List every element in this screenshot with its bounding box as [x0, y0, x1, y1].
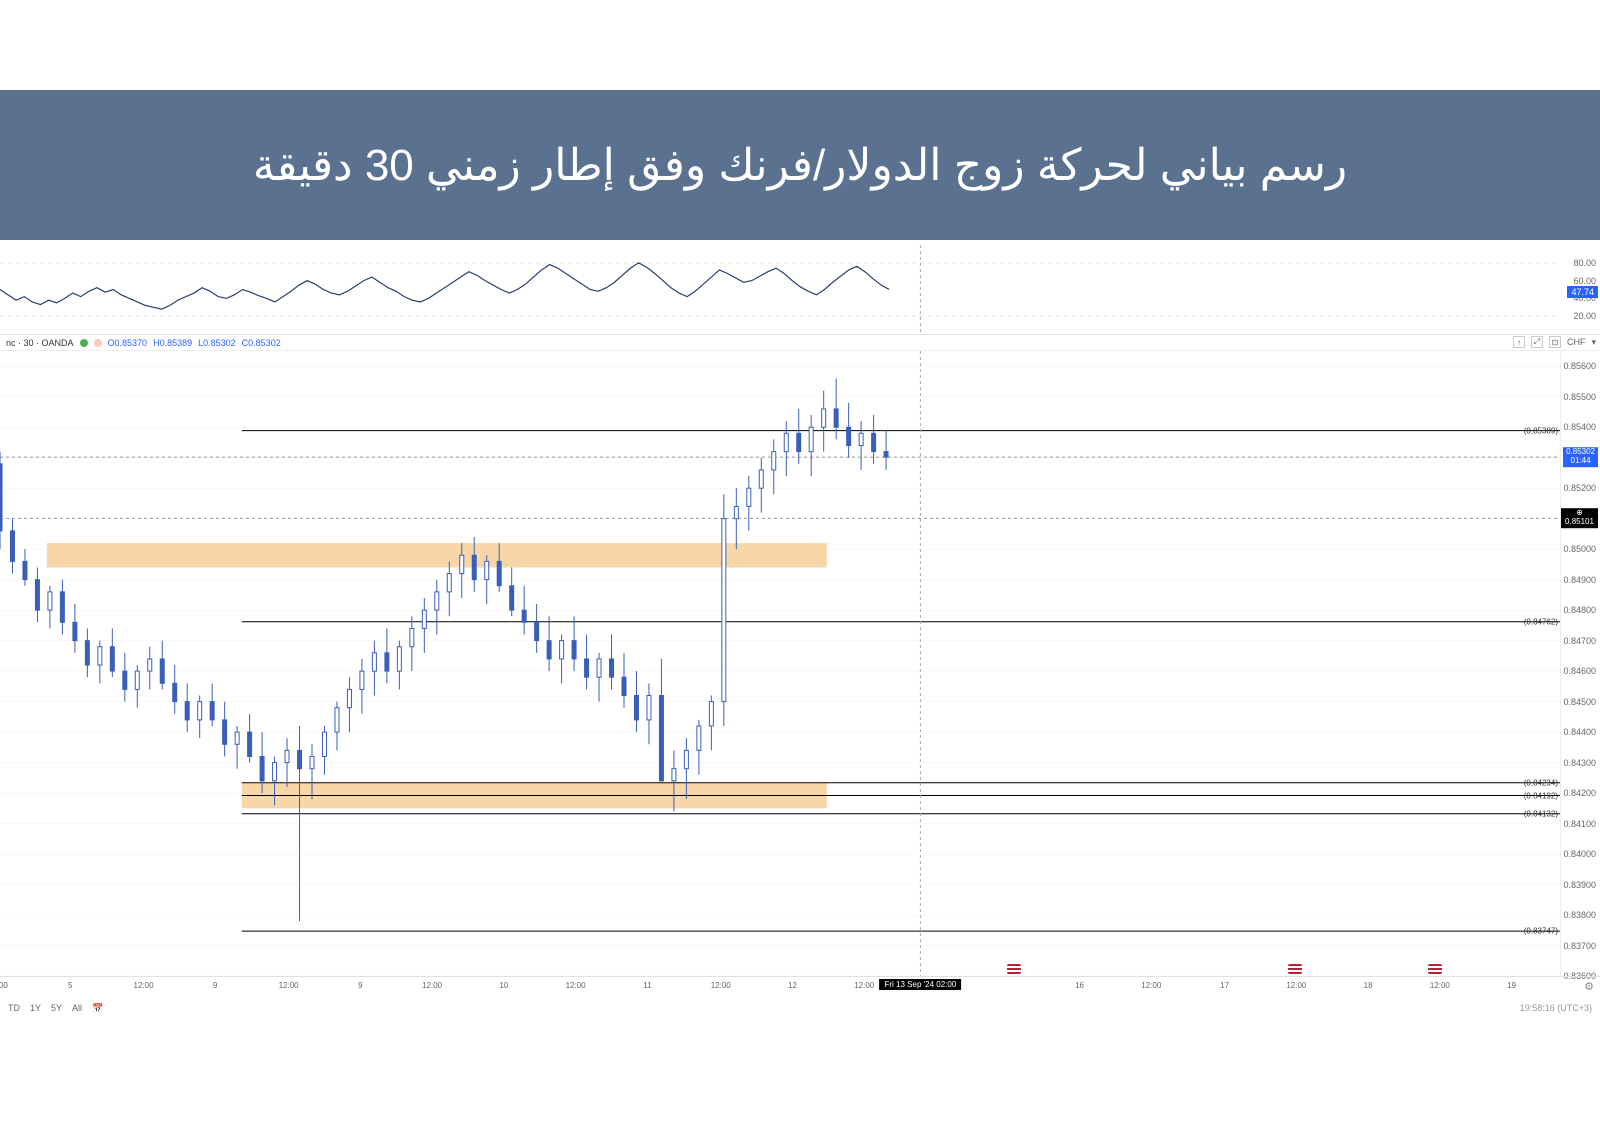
- flag-icon[interactable]: [1428, 964, 1442, 974]
- chart-info-bar: nc · 30 · OANDA O0.85370 H0.85389 L0.853…: [0, 335, 1600, 351]
- xaxis-tick: 12:00: [566, 981, 586, 990]
- hline-label: (0.84192): [1524, 791, 1558, 800]
- xaxis-tick: 12: [788, 981, 797, 990]
- xaxis-tick: 10: [499, 981, 508, 990]
- xaxis-tick: 9: [213, 981, 217, 990]
- oscillator-yaxis: 80.0060.0040.0020.0047.74: [1560, 245, 1600, 334]
- osc-ytick: 20.00: [1573, 311, 1596, 321]
- hline-label: (0.84762): [1524, 617, 1558, 626]
- header-banner: رسم بياني لحركة زوج الدولار/فرنك وفق إطا…: [0, 90, 1600, 240]
- xaxis-tick: 12:00: [854, 981, 874, 990]
- price-ytick: 0.84200: [1563, 788, 1596, 798]
- xaxis-tick: 12:00: [1430, 981, 1450, 990]
- hline-label: (0.84234): [1524, 778, 1558, 787]
- ohlc-open: O0.85370: [108, 338, 148, 348]
- info-icon-1[interactable]: ↑: [1513, 336, 1525, 348]
- osc-value-badge: 47.74: [1567, 286, 1598, 298]
- ohlc-close: C0.85302: [242, 338, 281, 348]
- oscillator-pane[interactable]: 80.0060.0040.0020.0047.74: [0, 245, 1600, 335]
- currency-label[interactable]: CHF: [1567, 337, 1586, 347]
- marker-price-badge: ⊕ 0.85101: [1561, 509, 1598, 529]
- flag-icon[interactable]: [1288, 964, 1302, 974]
- ohlc-low: L0.85302: [198, 338, 236, 348]
- price-ytick: 0.84800: [1563, 605, 1596, 615]
- xaxis-tick: 17: [1220, 981, 1229, 990]
- chart-container: 80.0060.0040.0020.0047.74 nc · 30 · OAND…: [0, 245, 1600, 998]
- price-ytick: 0.84900: [1563, 575, 1596, 585]
- xaxis-tick: 11: [643, 981, 651, 990]
- info-bar-right: ↑ ⤢ ⊡ CHF ▾: [1513, 336, 1596, 348]
- price-ytick: 0.85000: [1563, 544, 1596, 554]
- hline-label: (0.84132): [1524, 809, 1558, 818]
- osc-ytick: 60.00: [1573, 276, 1596, 286]
- price-ytick: 0.83700: [1563, 941, 1596, 951]
- xaxis-tick: 12:00: [1141, 981, 1161, 990]
- footer-bar: TD 1Y 5Y All 📅 19:58:16 (UTC+3): [0, 998, 1600, 1018]
- xaxis-tick: 12:00: [1286, 981, 1306, 990]
- price-ytick: 0.85500: [1563, 392, 1596, 402]
- price-ytick: 0.84000: [1563, 849, 1596, 859]
- xaxis-tick: 12:00: [134, 981, 154, 990]
- xaxis-pane: ⚙ 2:00 5 12:00 9 12:00 9 12:00 10 12:00 11 12:00 12…: [0, 976, 1600, 998]
- price-ytick: 0.84500: [1563, 697, 1596, 707]
- price-pane[interactable]: 0.856000.855000.854000.853000.852000.850…: [0, 351, 1600, 976]
- symbol-label: nc · 30 · OANDA: [6, 338, 74, 348]
- info-icon-2[interactable]: ⤢: [1531, 336, 1543, 348]
- info-icon-3[interactable]: ⊡: [1549, 336, 1561, 348]
- timeframe-buttons: TD 1Y 5Y All 📅: [8, 1003, 103, 1014]
- hline-label: (0.85389): [1524, 426, 1558, 435]
- timeframe-1y[interactable]: 1Y: [30, 1003, 41, 1014]
- current-price-badge: 0.8530201:44: [1563, 447, 1598, 467]
- flag-icon[interactable]: [1007, 964, 1021, 974]
- status-dot-green: [80, 339, 88, 347]
- price-ytick: 0.83800: [1563, 910, 1596, 920]
- price-ytick: 0.85200: [1563, 483, 1596, 493]
- price-ytick: 0.83900: [1563, 880, 1596, 890]
- timeframe-all[interactable]: All: [72, 1003, 82, 1014]
- xaxis-tick: 18: [1364, 981, 1373, 990]
- xaxis-tick: 12:00: [422, 981, 442, 990]
- gear-icon[interactable]: ⚙: [1584, 980, 1594, 993]
- timeframe-td[interactable]: TD: [8, 1003, 20, 1014]
- header-title: رسم بياني لحركة زوج الدولار/فرنك وفق إطا…: [253, 140, 1347, 191]
- ohlc-high: H0.85389: [153, 338, 192, 348]
- price-ytick: 0.84600: [1563, 666, 1596, 676]
- footer-clock: 19:58:16 (UTC+3): [1520, 1003, 1592, 1013]
- price-yaxis: 0.856000.855000.854000.853000.852000.850…: [1560, 351, 1600, 976]
- xaxis-tick: 5: [68, 981, 72, 990]
- xaxis-tick: 2:00: [0, 981, 8, 990]
- calendar-icon[interactable]: 📅: [92, 1003, 103, 1014]
- hline-label: (0.83747): [1524, 927, 1558, 936]
- chevron-down-icon[interactable]: ▾: [1591, 337, 1596, 348]
- timeframe-5y[interactable]: 5Y: [51, 1003, 62, 1014]
- xaxis-tick: 12:00: [279, 981, 299, 990]
- xaxis-crosshair-badge: Fri 13 Sep '24 02:00: [879, 979, 961, 990]
- price-ytick: 0.85600: [1563, 361, 1596, 371]
- oscillator-line-chart: [0, 245, 1560, 334]
- price-ytick: 0.84400: [1563, 727, 1596, 737]
- price-ytick: 0.84300: [1563, 758, 1596, 768]
- xaxis-tick: 12:00: [711, 981, 731, 990]
- price-ytick: 0.84700: [1563, 636, 1596, 646]
- price-ytick: 0.84100: [1563, 819, 1596, 829]
- candlestick-chart: [0, 351, 1560, 976]
- price-ytick: 0.85400: [1563, 422, 1596, 432]
- status-dot-red: [94, 339, 102, 347]
- xaxis-tick: 16: [1075, 981, 1084, 990]
- osc-ytick: 80.00: [1573, 258, 1596, 268]
- xaxis-tick: 19: [1507, 981, 1516, 990]
- xaxis-tick: 9: [358, 981, 362, 990]
